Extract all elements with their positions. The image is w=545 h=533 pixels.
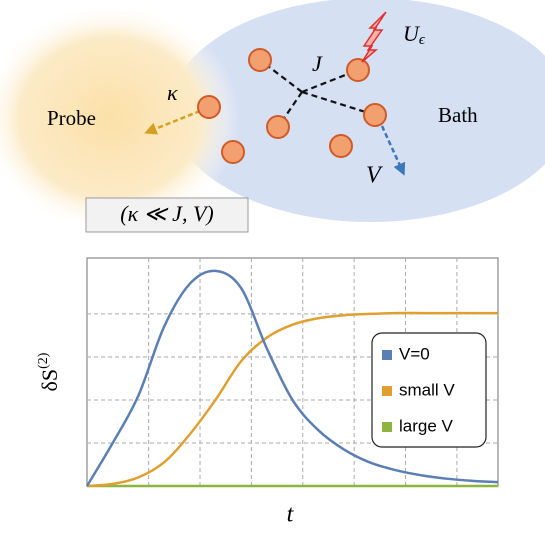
legend-swatch [382, 350, 392, 360]
series-line [86, 311, 498, 488]
series-line [85, 269, 499, 487]
y-label-main: δS [37, 369, 62, 392]
bond [301, 90, 376, 117]
legend-label: small V [399, 380, 455, 399]
noise-sub: ϵ [419, 32, 426, 48]
condition-box [85, 197, 249, 233]
chart: V=0 small V large V [85, 257, 499, 488]
coupling-label: J [312, 51, 323, 76]
rate-label: κ [167, 80, 178, 105]
noise-label: Uϵ [403, 21, 426, 48]
loss-arrow [380, 125, 406, 176]
lightning [361, 11, 387, 63]
site [363, 103, 387, 127]
site [266, 115, 290, 139]
legend-label: V=0 [399, 344, 430, 363]
site [346, 58, 370, 82]
condition: (κ ≪ J, V) [120, 201, 213, 226]
probe-arrow [144, 109, 201, 135]
legend-swatch [382, 422, 392, 432]
y-axis-label: δS(2) [36, 352, 62, 391]
x-axis-label: t [287, 502, 295, 528]
dissipation-label: V [366, 163, 383, 189]
site [248, 48, 272, 72]
sites [197, 48, 387, 164]
probe-region [0, 3, 240, 233]
site [221, 140, 245, 164]
legend-swatch [382, 386, 392, 396]
site [197, 95, 221, 119]
probe-label: Probe [47, 106, 96, 130]
noise-main: U [403, 21, 421, 46]
y-label-sup: (2) [36, 352, 51, 369]
legend-label: large V [399, 416, 454, 435]
bath-label: Bath [438, 103, 478, 127]
site [329, 134, 353, 158]
legend-box [371, 332, 487, 448]
diagram: J Uϵ κ Probe Bath V (κ ≪ J, V) [0, 0, 545, 233]
